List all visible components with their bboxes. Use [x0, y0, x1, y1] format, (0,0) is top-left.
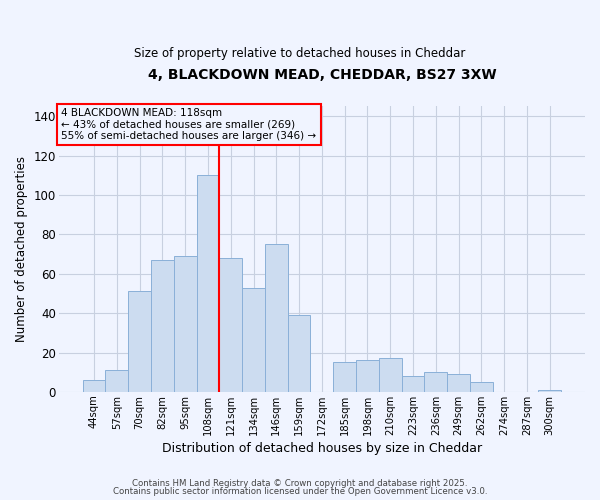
Bar [470, 382, 493, 392]
Bar [538, 390, 561, 392]
Bar [265, 244, 287, 392]
Bar [333, 362, 356, 392]
Bar [128, 292, 151, 392]
Text: Size of property relative to detached houses in Cheddar: Size of property relative to detached ho… [134, 48, 466, 60]
Title: 4, BLACKDOWN MEAD, CHEDDAR, BS27 3XW: 4, BLACKDOWN MEAD, CHEDDAR, BS27 3XW [148, 68, 496, 82]
Bar [83, 380, 106, 392]
Bar [356, 360, 379, 392]
Text: Contains HM Land Registry data © Crown copyright and database right 2025.: Contains HM Land Registry data © Crown c… [132, 478, 468, 488]
Bar [424, 372, 447, 392]
Text: Contains public sector information licensed under the Open Government Licence v3: Contains public sector information licen… [113, 487, 487, 496]
Y-axis label: Number of detached properties: Number of detached properties [15, 156, 28, 342]
Bar [242, 288, 265, 392]
Bar [174, 256, 197, 392]
Bar [106, 370, 128, 392]
Bar [197, 175, 220, 392]
X-axis label: Distribution of detached houses by size in Cheddar: Distribution of detached houses by size … [162, 442, 482, 455]
Text: 4 BLACKDOWN MEAD: 118sqm
← 43% of detached houses are smaller (269)
55% of semi-: 4 BLACKDOWN MEAD: 118sqm ← 43% of detach… [61, 108, 316, 141]
Bar [379, 358, 401, 392]
Bar [401, 376, 424, 392]
Bar [151, 260, 174, 392]
Bar [287, 315, 310, 392]
Bar [220, 258, 242, 392]
Bar [447, 374, 470, 392]
